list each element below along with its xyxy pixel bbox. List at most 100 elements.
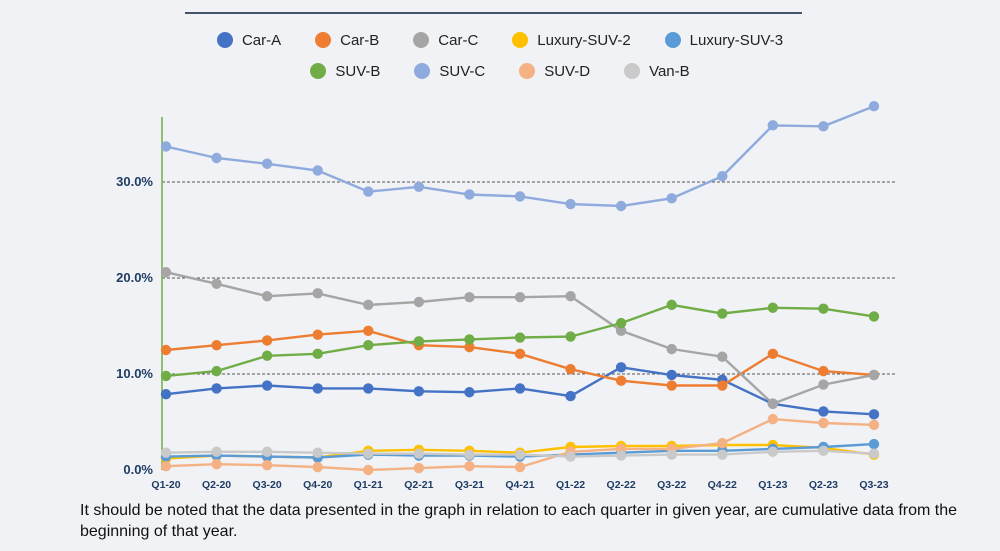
x-tick-label: Q1-20: [151, 479, 180, 491]
data-point-car-c: [363, 299, 374, 311]
line-chart: 0.0% 10.0% 20.0% 30.0% Q1-20 Q2-20 Q3-20 Q4-20 Q…: [116, 100, 895, 491]
legend-swatch: [624, 63, 641, 79]
data-point-suv-c: [565, 198, 576, 210]
footnote: It should be noted that the data present…: [80, 502, 958, 540]
data-point-van-b: [363, 448, 374, 459]
data-point-suv-b: [514, 332, 526, 343]
legend-item: SUV-D: [519, 63, 590, 80]
data-point-van-b: [565, 451, 576, 462]
legend-item: SUV-B: [310, 63, 380, 80]
data-point-suv-c: [514, 191, 526, 202]
data-point-car-c: [413, 296, 425, 308]
x-tick-label: Q4-21: [505, 479, 534, 491]
legend-label: Van-B: [649, 62, 690, 80]
data-point-suv-c: [413, 181, 425, 192]
data-point-suv-b: [211, 365, 222, 377]
x-tick-label: Q1-22: [556, 479, 585, 491]
legend-label: Car-C: [438, 31, 479, 49]
data-point-van-b: [767, 446, 779, 457]
x-tick-label: Q4-20: [303, 479, 332, 491]
data-point-van-b: [261, 446, 273, 457]
legend-label: Luxury-SUV-3: [689, 31, 784, 49]
data-point-luxury-suv-3: [868, 438, 880, 450]
data-point-van-b: [818, 445, 829, 456]
data-point-van-b: [211, 446, 222, 457]
data-point-suv-d: [261, 460, 273, 471]
x-tick-label: Q1-23: [758, 479, 787, 491]
data-point-car-a: [818, 406, 829, 417]
data-point-car-c: [818, 379, 829, 390]
data-point-suv-b: [363, 340, 374, 351]
data-point-van-b: [615, 450, 627, 461]
x-tick-label: Q3-21: [455, 479, 484, 491]
data-point-suv-c: [868, 100, 880, 112]
data-point-car-c: [261, 291, 273, 302]
y-tick-label: 30.0%: [116, 174, 153, 189]
data-point-van-b: [868, 448, 880, 459]
data-point-suv-c: [363, 186, 374, 197]
data-point-car-c: [565, 291, 576, 302]
data-point-van-b: [464, 449, 475, 460]
data-point-car-a: [666, 369, 677, 381]
x-tick-label: Q4-22: [708, 479, 737, 491]
legend-row-1: Car-A Car-B Car-C Luxury-SUV-2 Luxury-SUV-3: [0, 29, 1000, 51]
data-point-suv-d: [160, 460, 172, 472]
legend-label: SUV-D: [544, 62, 591, 80]
data-point-car-a: [514, 383, 526, 394]
data-point-suv-c: [818, 121, 829, 132]
legend-label: Luxury-SUV-2: [537, 31, 631, 49]
data-point-car-b: [261, 335, 273, 346]
data-point-car-a: [312, 383, 323, 394]
data-point-car-c: [160, 267, 172, 278]
data-point-suv-c: [717, 171, 728, 182]
x-tick-label: Q2-20: [202, 479, 231, 491]
data-point-car-a: [160, 388, 172, 400]
legend-item: Car-B: [315, 32, 379, 49]
legend-item: Luxury-SUV-2: [512, 31, 631, 49]
data-point-van-b: [413, 448, 425, 459]
data-point-suv-d: [717, 437, 728, 449]
data-point-car-c: [464, 292, 475, 303]
data-point-car-c: [767, 398, 779, 409]
data-point-car-a: [363, 383, 374, 394]
legend-swatch: [413, 32, 430, 48]
data-point-car-b: [160, 344, 172, 356]
data-point-suv-d: [211, 459, 222, 470]
data-point-car-c: [514, 292, 526, 303]
data-point-suv-b: [464, 334, 475, 345]
data-point-suv-d: [363, 464, 374, 476]
data-point-suv-d: [767, 413, 779, 425]
data-point-car-b: [363, 325, 374, 336]
legend-swatch: [519, 63, 536, 79]
data-point-van-b: [666, 449, 677, 460]
legend-item: Luxury-SUV-3: [664, 31, 784, 49]
data-point-car-a: [261, 380, 273, 391]
data-point-van-b: [717, 449, 728, 460]
data-point-van-b: [160, 447, 172, 458]
legend-label: Car-B: [340, 31, 380, 49]
data-point-suv-d: [312, 461, 323, 473]
data-point-car-b: [514, 348, 526, 360]
data-point-car-a: [868, 409, 880, 420]
data-point-car-b: [615, 375, 627, 386]
data-point-suv-c: [211, 152, 222, 164]
legend-swatch: [512, 32, 529, 48]
x-tick-label: Q1-21: [354, 479, 383, 491]
y-tick-label: 20.0%: [116, 270, 153, 285]
legend-swatch: [414, 63, 431, 79]
data-point-car-b: [565, 364, 576, 375]
legend-row-2: SUV-B SUV-C SUV-D Van-B: [0, 60, 1000, 82]
data-point-car-a: [413, 386, 425, 397]
x-tick-label: Q3-22: [657, 479, 686, 491]
data-point-car-a: [615, 362, 627, 373]
data-point-car-b: [666, 380, 677, 391]
data-point-car-b: [211, 340, 222, 351]
data-point-van-b: [514, 449, 526, 460]
data-point-suv-b: [615, 317, 627, 329]
data-point-suv-d: [818, 417, 829, 429]
x-tick-label: Q3-20: [253, 479, 282, 491]
data-point-suv-c: [160, 141, 172, 152]
legend-item: Car-C: [413, 32, 478, 49]
data-point-suv-b: [767, 302, 779, 313]
legend-label: SUV-C: [439, 62, 486, 80]
